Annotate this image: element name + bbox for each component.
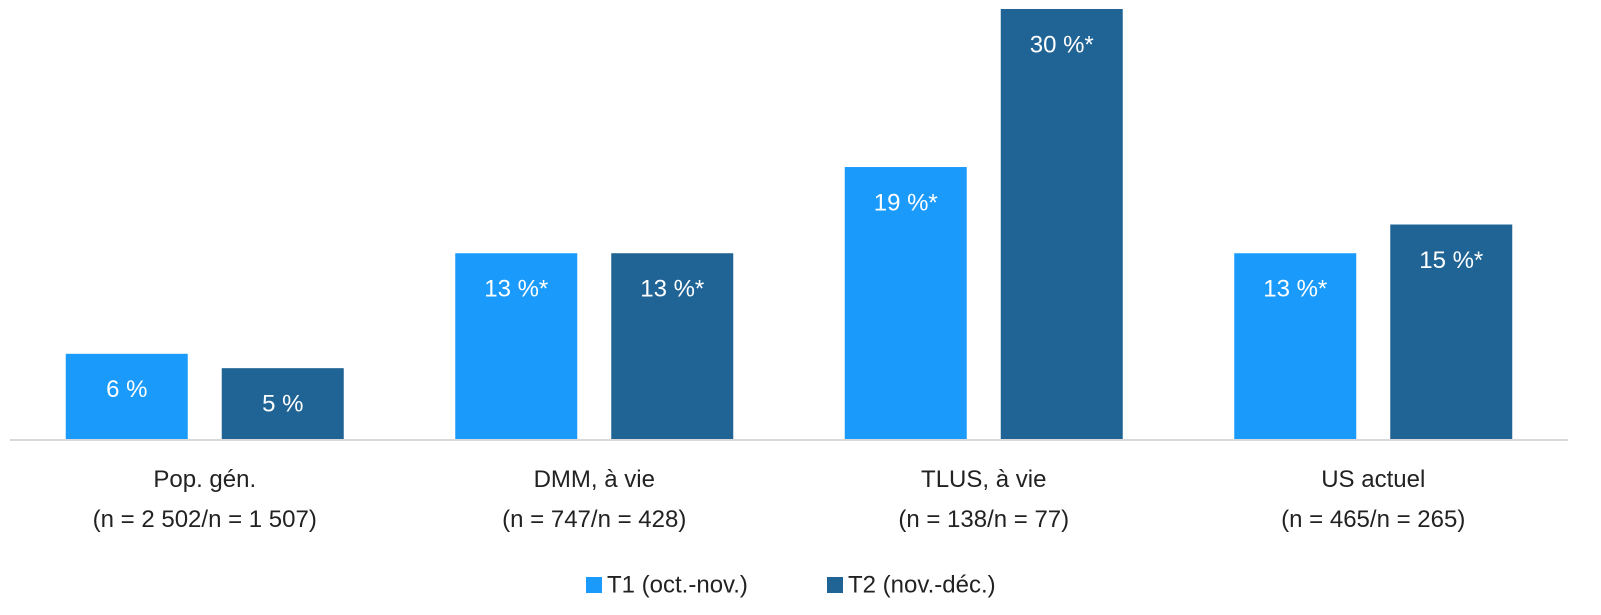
legend-label: T2 (nov.-déc.) (848, 571, 996, 598)
bar (1000, 9, 1123, 440)
bar (455, 253, 578, 440)
x-tick-label-line: (n = 138/n = 77) (898, 506, 1069, 533)
value-label: 30 %* (1030, 31, 1094, 58)
x-tick-label-line: DMM, à vie (534, 466, 655, 493)
bar (1390, 224, 1513, 440)
bar (1234, 253, 1357, 440)
x-tick-label-line: TLUS, à vie (921, 466, 1046, 493)
value-label: 13 %* (640, 276, 704, 303)
x-tick-label-line: (n = 2 502/n = 1 507) (93, 506, 317, 533)
legend-swatch (586, 577, 602, 593)
value-label: 5 % (262, 391, 303, 418)
bar (221, 368, 344, 440)
value-label: 6 % (106, 376, 147, 403)
x-tick-label: TLUS, à vie (n = 138/n = 77) (898, 466, 1069, 533)
x-tick-label-line: US actuel (1321, 466, 1425, 493)
x-tick-label-line: Pop. gén. (153, 466, 256, 493)
bar (611, 253, 734, 440)
value-label: 19 %* (874, 189, 938, 216)
x-tick-label: DMM, à vie (n = 747/n = 428) (502, 466, 686, 533)
value-label: 13 %* (1263, 276, 1327, 303)
value-label: 15 %* (1419, 247, 1483, 274)
x-tick-label-line: (n = 747/n = 428) (502, 506, 686, 533)
legend-label: T1 (oct.-nov.) (607, 571, 748, 598)
bar (844, 167, 967, 441)
x-tick-label: US actuel (n = 465/n = 265) (1281, 466, 1465, 533)
x-tick-label: Pop. gén. (n = 2 502/n = 1 507) (93, 466, 317, 533)
x-tick-label-line: (n = 465/n = 265) (1281, 506, 1465, 533)
value-label: 13 %* (484, 276, 548, 303)
legend-swatch (827, 577, 843, 593)
bar (65, 353, 188, 440)
